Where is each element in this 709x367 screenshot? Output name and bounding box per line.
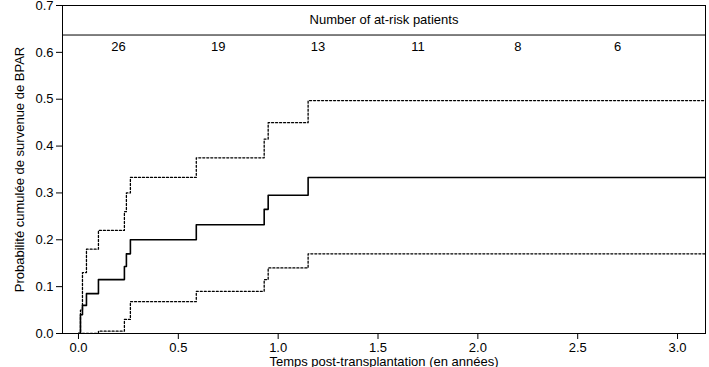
svg-text:1.5: 1.5 — [369, 340, 387, 355]
svg-text:Probabilité cumulée de survenu: Probabilité cumulée de survenue de BPAR — [12, 47, 27, 292]
svg-text:2.0: 2.0 — [469, 340, 487, 355]
svg-text:0.0: 0.0 — [35, 326, 53, 341]
svg-text:0.5: 0.5 — [169, 340, 187, 355]
svg-text:11: 11 — [411, 39, 425, 54]
svg-text:3.0: 3.0 — [669, 340, 687, 355]
svg-text:Temps post-transplantation (en: Temps post-transplantation (en années) — [269, 354, 498, 367]
svg-text:0.4: 0.4 — [35, 138, 53, 153]
svg-text:6: 6 — [614, 39, 621, 54]
svg-text:2.5: 2.5 — [569, 340, 587, 355]
svg-text:0.6: 0.6 — [35, 45, 53, 60]
svg-text:8: 8 — [514, 39, 521, 54]
svg-text:0.5: 0.5 — [35, 91, 53, 106]
svg-text:0.1: 0.1 — [35, 279, 53, 294]
svg-text:0.3: 0.3 — [35, 185, 53, 200]
svg-text:13: 13 — [311, 39, 325, 54]
svg-text:Number of at-risk patients: Number of at-risk patients — [310, 12, 459, 27]
svg-text:26: 26 — [111, 39, 125, 54]
svg-text:1.0: 1.0 — [269, 340, 287, 355]
svg-text:0.2: 0.2 — [35, 232, 53, 247]
svg-text:19: 19 — [211, 39, 225, 54]
svg-text:0.7: 0.7 — [35, 0, 53, 13]
svg-text:0.0: 0.0 — [69, 340, 87, 355]
